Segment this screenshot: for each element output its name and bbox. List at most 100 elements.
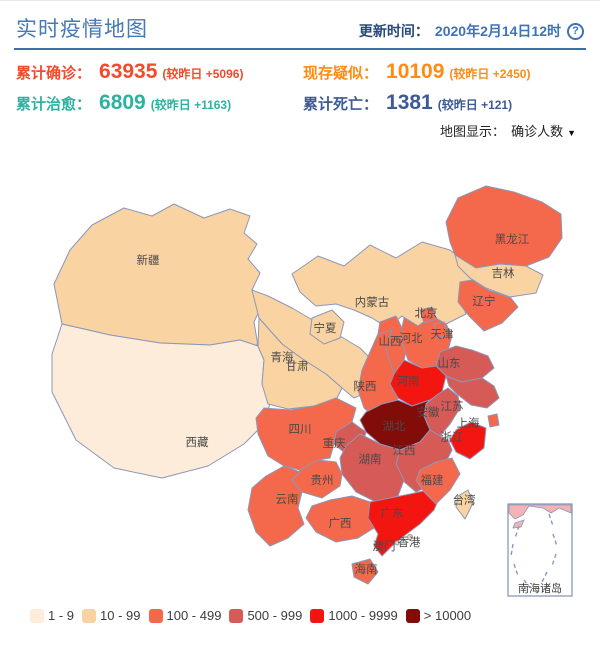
- province-福建[interactable]: [415, 457, 461, 505]
- legend-label: > 10000: [423, 608, 472, 623]
- inset-coast: [508, 504, 572, 520]
- province-辽宁[interactable]: [457, 279, 519, 332]
- province-北京[interactable]: [419, 306, 437, 324]
- inset-island: [512, 519, 525, 529]
- nine-dash-line-segment: [551, 553, 557, 567]
- legend-swatch: [310, 608, 325, 623]
- province-label-安徽: 安徽: [417, 405, 440, 419]
- nine-dash-line-segment: [523, 579, 531, 589]
- stat-value: 6809: [99, 91, 146, 114]
- update-time-label: 更新时间：: [358, 23, 429, 39]
- stat-label: 累计死亡：: [303, 96, 379, 113]
- province-label-上海: 上海: [457, 416, 480, 430]
- province-江苏[interactable]: [445, 375, 500, 409]
- province-label-北京: 北京: [415, 306, 438, 320]
- province-label-澳门: 澳门: [373, 539, 396, 553]
- nine-dash-line-segment: [514, 525, 520, 539]
- province-label-江苏: 江苏: [441, 400, 464, 413]
- stat-label: 累计治愈：: [16, 96, 92, 113]
- province-海南[interactable]: [351, 558, 379, 585]
- province-新疆[interactable]: [53, 203, 262, 347]
- province-label-河南: 河南: [397, 374, 420, 388]
- legend-swatch: [82, 608, 97, 623]
- province-label-天津: 天津: [431, 328, 454, 341]
- province-label-黑龙江: 黑龙江: [495, 233, 530, 246]
- inset-frame: [507, 503, 573, 597]
- province-label-江西: 江西: [393, 444, 416, 457]
- legend-item: 500 - 999: [223, 608, 302, 623]
- legend-label: 100 - 499: [166, 608, 222, 623]
- legend-swatch: [148, 608, 163, 623]
- province-云南[interactable]: [247, 465, 305, 547]
- province-西藏[interactable]: [51, 323, 271, 479]
- south-china-sea-inset: 南海诸岛: [507, 503, 573, 597]
- province-宁夏[interactable]: [309, 309, 345, 345]
- stat-suspected: 现存疑似： 10109 (较昨日 +2450): [303, 59, 584, 87]
- stat-value: 63935: [99, 60, 158, 83]
- update-time-value: 2020年2月14日12时: [434, 23, 561, 39]
- nine-dash-line-segment: [513, 563, 519, 577]
- stat-value: 10109: [386, 60, 445, 83]
- header-divider: [14, 48, 586, 50]
- help-icon[interactable]: ?: [567, 22, 584, 40]
- map-display-label: 地图显示：: [440, 124, 506, 139]
- province-label-青海: 青海: [271, 350, 294, 364]
- nine-dash-line-segment: [541, 571, 548, 583]
- province-label-宁夏: 宁夏: [314, 321, 337, 335]
- stat-label: 现存疑似：: [303, 65, 379, 82]
- stats-panel: 累计确诊： 63935 (较昨日 +5096) 现存疑似： 10109 (较昨日 +24…: [0, 50, 600, 118]
- province-label-广西: 广西: [329, 517, 352, 530]
- map-display-row: 地图显示： 确诊人数 ▼: [0, 118, 600, 140]
- province-label-海南: 海南: [355, 562, 378, 576]
- stat-label: 累计确诊：: [16, 65, 92, 82]
- legend-item: 10 - 99: [76, 608, 141, 623]
- province-吉林[interactable]: [454, 254, 544, 298]
- province-label-台湾: 台湾: [453, 493, 476, 507]
- province-澳门[interactable]: [394, 540, 400, 546]
- province-label-香港: 香港: [398, 536, 421, 549]
- province-label-吉林: 吉林: [492, 266, 515, 280]
- province-黑龙江[interactable]: [445, 185, 563, 269]
- province-湖南[interactable]: [339, 433, 405, 503]
- province-四川[interactable]: [255, 397, 357, 471]
- chevron-down-icon[interactable]: ▼: [567, 128, 576, 138]
- legend-swatch: [229, 608, 244, 623]
- province-label-山西: 山西: [379, 335, 402, 348]
- province-内蒙古[interactable]: [291, 241, 477, 329]
- province-浙江[interactable]: [449, 421, 487, 460]
- page-title: 实时疫情地图: [16, 18, 148, 41]
- province-label-贵州: 贵州: [311, 474, 334, 487]
- province-label-新疆: 新疆: [137, 253, 160, 267]
- province-label-湖南: 湖南: [359, 452, 382, 466]
- province-label-内蒙古: 内蒙古: [355, 295, 390, 309]
- province-label-广东: 广东: [381, 507, 404, 520]
- province-湖北[interactable]: [359, 399, 431, 451]
- province-label-甘肃: 甘肃: [286, 360, 309, 373]
- province-上海[interactable]: [487, 413, 500, 428]
- province-label-湖北: 湖北: [383, 419, 406, 433]
- province-label-山东: 山东: [438, 357, 461, 370]
- stat-cured: 累计治愈： 6809 (较昨日 +1163): [16, 90, 303, 118]
- legend-swatch: [405, 608, 420, 623]
- legend-label: 500 - 999: [247, 608, 303, 623]
- province-label-云南: 云南: [276, 492, 299, 506]
- legend-label: 1000 - 9999: [328, 608, 398, 623]
- province-label-福建: 福建: [421, 473, 444, 487]
- inset-label: 南海诸岛: [518, 581, 562, 595]
- stat-confirmed: 累计确诊： 63935 (较昨日 +5096): [16, 59, 303, 87]
- province-台湾[interactable]: [455, 489, 474, 520]
- province-label-河北: 河北: [400, 332, 423, 345]
- province-label-西藏: 西藏: [186, 436, 209, 449]
- stat-delta: (较昨日 +2450): [449, 67, 531, 81]
- legend-label: 10 - 99: [100, 608, 141, 623]
- province-广东[interactable]: [367, 489, 441, 557]
- legend-item: 1 - 9: [24, 608, 74, 623]
- province-天津[interactable]: [433, 321, 449, 339]
- province-青海[interactable]: [256, 317, 343, 410]
- stat-value: 1381: [386, 91, 433, 114]
- province-label-浙江: 浙江: [441, 431, 464, 444]
- province-香港[interactable]: [407, 534, 413, 540]
- stat-dead: 累计死亡： 1381 (较昨日 +121): [303, 90, 584, 118]
- map-display-dropdown[interactable]: 确诊人数: [511, 124, 564, 139]
